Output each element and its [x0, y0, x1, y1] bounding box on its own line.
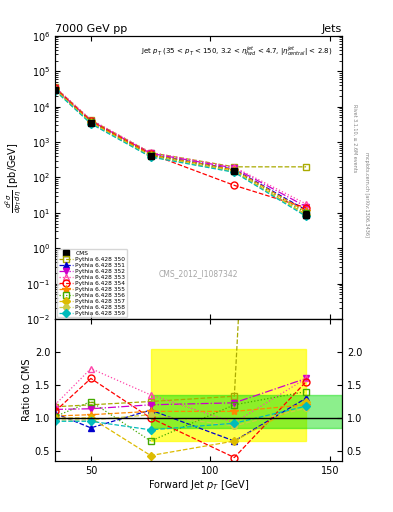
Pythia 6.428 358	[232, 169, 237, 175]
X-axis label: Forward Jet $p_T$ [GeV]: Forward Jet $p_T$ [GeV]	[148, 478, 249, 493]
Pythia 6.428 356	[88, 119, 93, 125]
Pythia 6.428 358	[304, 212, 309, 219]
Pythia 6.428 354	[53, 85, 57, 91]
Pythia 6.428 359	[232, 169, 237, 176]
Pythia 6.428 358	[148, 154, 153, 160]
Line: Pythia 6.428 354: Pythia 6.428 354	[51, 85, 310, 211]
Line: Pythia 6.428 351: Pythia 6.428 351	[51, 86, 310, 214]
Pythia 6.428 350	[88, 117, 93, 123]
Pythia 6.428 356	[232, 168, 237, 174]
Pythia 6.428 359	[304, 214, 309, 220]
Pythia 6.428 350	[148, 150, 153, 156]
Pythia 6.428 352	[232, 165, 237, 171]
Bar	[151, 349, 306, 441]
Pythia 6.428 351	[53, 86, 57, 92]
Pythia 6.428 354	[232, 182, 237, 188]
Legend: CMS, Pythia 6.428 350, Pythia 6.428 351, Pythia 6.428 352, Pythia 6.428 353, Pyt: CMS, Pythia 6.428 350, Pythia 6.428 351,…	[57, 249, 127, 317]
Pythia 6.428 351	[232, 166, 237, 173]
Pythia 6.428 353	[53, 84, 57, 90]
Pythia 6.428 357	[88, 120, 93, 126]
Y-axis label: $\frac{d^2\sigma}{dp_T\,d\eta}$ [pb/GeV]: $\frac{d^2\sigma}{dp_T\,d\eta}$ [pb/GeV]	[3, 142, 24, 213]
Pythia 6.428 353	[148, 150, 153, 156]
Text: Jets: Jets	[321, 24, 342, 34]
Pythia 6.428 354	[88, 118, 93, 124]
Pythia 6.428 357	[232, 168, 237, 174]
Line: Pythia 6.428 356: Pythia 6.428 356	[51, 86, 310, 217]
Pythia 6.428 355	[53, 86, 57, 92]
Pythia 6.428 357	[53, 87, 57, 93]
Pythia 6.428 357	[304, 211, 309, 218]
Pythia 6.428 358	[88, 120, 93, 126]
Line: Pythia 6.428 359: Pythia 6.428 359	[52, 88, 309, 219]
Pythia 6.428 351	[148, 151, 153, 157]
Pythia 6.428 352	[304, 204, 309, 210]
Pythia 6.428 354	[148, 151, 153, 157]
Pythia 6.428 359	[148, 154, 153, 160]
Y-axis label: Ratio to CMS: Ratio to CMS	[22, 359, 32, 421]
Pythia 6.428 359	[88, 121, 93, 127]
Line: Pythia 6.428 350: Pythia 6.428 350	[51, 84, 310, 170]
Pythia 6.428 353	[88, 117, 93, 123]
Line: Pythia 6.428 357: Pythia 6.428 357	[52, 87, 309, 217]
Line: Pythia 6.428 352: Pythia 6.428 352	[51, 84, 310, 210]
Line: Pythia 6.428 358: Pythia 6.428 358	[52, 88, 309, 218]
Pythia 6.428 350	[232, 164, 237, 170]
Pythia 6.428 355	[88, 119, 93, 125]
Pythia 6.428 353	[232, 164, 237, 170]
Pythia 6.428 355	[304, 208, 309, 215]
Pythia 6.428 355	[232, 167, 237, 173]
Bar	[151, 395, 342, 428]
Pythia 6.428 359	[53, 88, 57, 94]
Pythia 6.428 350	[53, 84, 57, 91]
Pythia 6.428 356	[53, 87, 57, 93]
Text: mcplots.cern.ch [arXiv:1306.3436]: mcplots.cern.ch [arXiv:1306.3436]	[364, 152, 369, 237]
Pythia 6.428 350	[304, 164, 309, 170]
Pythia 6.428 356	[148, 153, 153, 159]
Pythia 6.428 353	[304, 201, 309, 207]
Pythia 6.428 352	[88, 118, 93, 124]
Line: Pythia 6.428 355: Pythia 6.428 355	[51, 85, 310, 216]
Pythia 6.428 351	[304, 207, 309, 213]
Pythia 6.428 351	[88, 118, 93, 124]
Pythia 6.428 356	[304, 210, 309, 216]
Pythia 6.428 352	[148, 151, 153, 157]
Pythia 6.428 355	[148, 152, 153, 158]
Text: Rivet 3.1.10, ≥ 2.6M events: Rivet 3.1.10, ≥ 2.6M events	[352, 104, 357, 173]
Text: CMS_2012_I1087342: CMS_2012_I1087342	[159, 269, 238, 279]
Pythia 6.428 358	[53, 87, 57, 93]
Pythia 6.428 354	[304, 205, 309, 211]
Text: Jet $p_T$ (35 < $p_T$ < 150, 3.2 < $\eta^{jet}_{fwd}$ < 4.7, $|\eta^{jet}_{centr: Jet $p_T$ (35 < $p_T$ < 150, 3.2 < $\eta…	[141, 45, 332, 58]
Pythia 6.428 357	[148, 153, 153, 159]
Pythia 6.428 352	[53, 85, 57, 91]
Text: 7000 GeV pp: 7000 GeV pp	[55, 24, 127, 34]
Line: Pythia 6.428 353: Pythia 6.428 353	[51, 83, 310, 207]
